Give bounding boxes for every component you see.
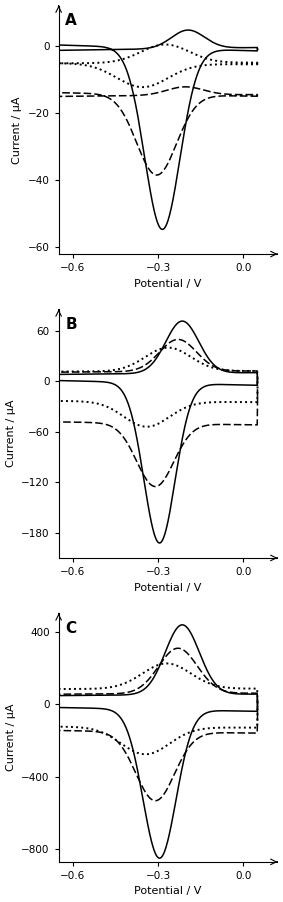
Text: C: C bbox=[65, 621, 76, 636]
Y-axis label: Current / μA: Current / μA bbox=[12, 96, 22, 163]
Y-axis label: Current / μA: Current / μA bbox=[6, 704, 16, 771]
Y-axis label: Current / μA: Current / μA bbox=[6, 400, 16, 467]
Text: A: A bbox=[65, 13, 77, 28]
X-axis label: Potential / V: Potential / V bbox=[134, 279, 202, 289]
X-axis label: Potential / V: Potential / V bbox=[134, 887, 202, 897]
Text: B: B bbox=[65, 317, 77, 332]
X-axis label: Potential / V: Potential / V bbox=[134, 583, 202, 593]
